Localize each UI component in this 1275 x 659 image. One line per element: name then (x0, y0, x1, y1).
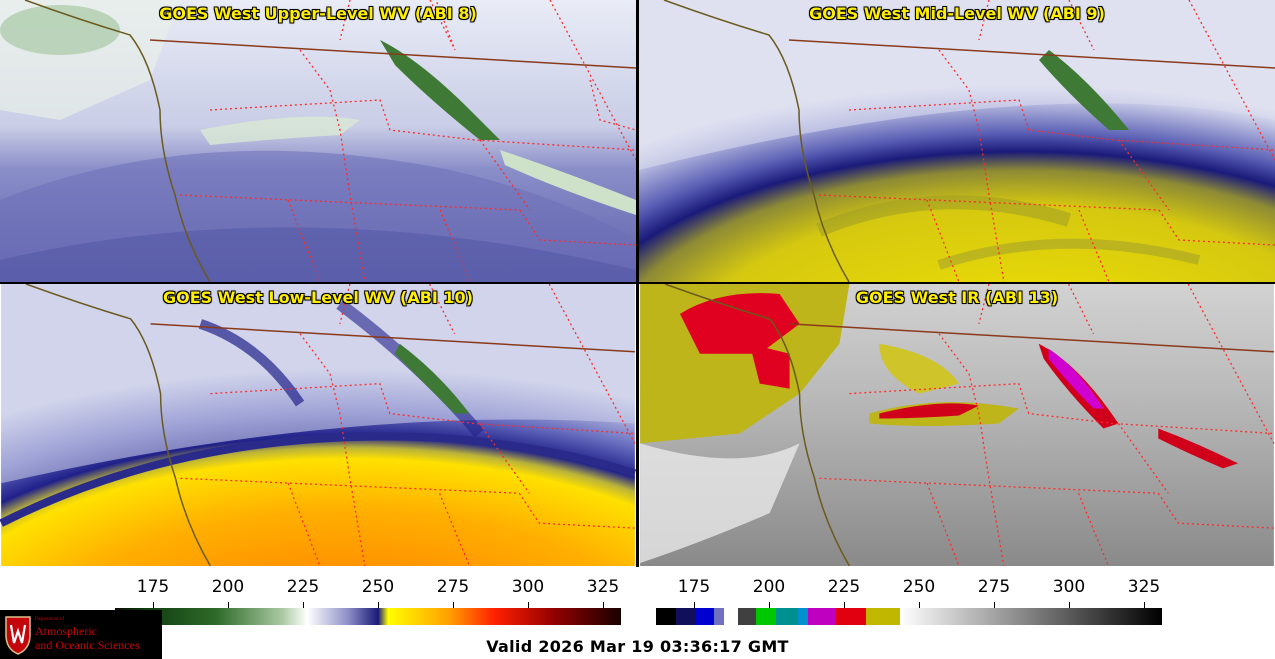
low-level-wv-image (0, 284, 636, 566)
wv-tick-mark (603, 602, 604, 608)
upper-level-wv-image (0, 0, 636, 282)
ir-tick-225: 225 (827, 577, 861, 597)
ir-tick-200: 200 (752, 577, 786, 597)
ir-tick-mark (694, 602, 695, 608)
wv-colorbar: 175 200 225 250 275 300 325 (115, 577, 621, 625)
ir-image (640, 284, 1275, 566)
wv-tick-225: 225 (286, 577, 320, 597)
wv-tick-200: 200 (211, 577, 245, 597)
wv-colorbar-gradient (115, 608, 621, 625)
wv-tick-mark (528, 602, 529, 608)
ir-panel: GOES West IR (ABI 13) (639, 284, 1275, 566)
wv-tick-250: 250 (361, 577, 395, 597)
ir-tick-300: 300 (1052, 577, 1086, 597)
low-level-wv-title: GOES West Low-Level WV (ABI 10) (162, 288, 473, 307)
ir-tick-mark (1069, 602, 1070, 608)
wv-tick-mark (153, 602, 154, 608)
mid-level-wv-title: GOES West Mid-Level WV (ABI 9) (809, 4, 1105, 23)
wv-tick-175: 175 (136, 577, 170, 597)
ir-tick-325: 325 (1127, 577, 1161, 597)
wv-tick-mark (378, 602, 379, 608)
upper-level-wv-panel: GOES West Upper-Level WV (ABI 8) (0, 0, 636, 282)
ir-colorbar: 175 200 225 250 275 300 325 (656, 577, 1162, 625)
ir-tick-mark (994, 602, 995, 608)
mid-level-wv-panel: GOES West Mid-Level WV (ABI 9) (639, 0, 1275, 282)
mid-level-wv-image (639, 0, 1275, 282)
wv-tick-275: 275 (436, 577, 470, 597)
ir-tick-250: 250 (902, 577, 936, 597)
wv-tick-mark (453, 602, 454, 608)
ir-title: GOES West IR (ABI 13) (855, 288, 1059, 307)
ir-colorbar-gradient (656, 608, 1162, 625)
panel-divider-horizontal (0, 282, 1275, 284)
ir-tick-mark (844, 602, 845, 608)
ir-tick-275: 275 (977, 577, 1011, 597)
ir-tick-mark (1144, 602, 1145, 608)
ir-tick-175: 175 (677, 577, 711, 597)
logo-line2: and Oceanic Sciences (35, 638, 140, 652)
wv-tick-mark (303, 602, 304, 608)
low-level-wv-panel: GOES West Low-Level WV (ABI 10) (0, 284, 636, 566)
upper-level-wv-title: GOES West Upper-Level WV (ABI 8) (159, 4, 477, 23)
wv-tick-300: 300 (511, 577, 545, 597)
ir-tick-mark (919, 602, 920, 608)
wv-tick-mark (228, 602, 229, 608)
logo-line1: Atmospheric (35, 624, 97, 638)
logo-dept-text: Department of (35, 617, 65, 622)
aos-logo: Department of Atmospheric and Oceanic Sc… (0, 610, 162, 659)
uw-crest-icon (5, 616, 31, 655)
valid-time: Valid 2026 Mar 19 03:36:17 GMT (486, 637, 789, 656)
ir-tick-mark (769, 602, 770, 608)
wv-tick-325: 325 (586, 577, 620, 597)
